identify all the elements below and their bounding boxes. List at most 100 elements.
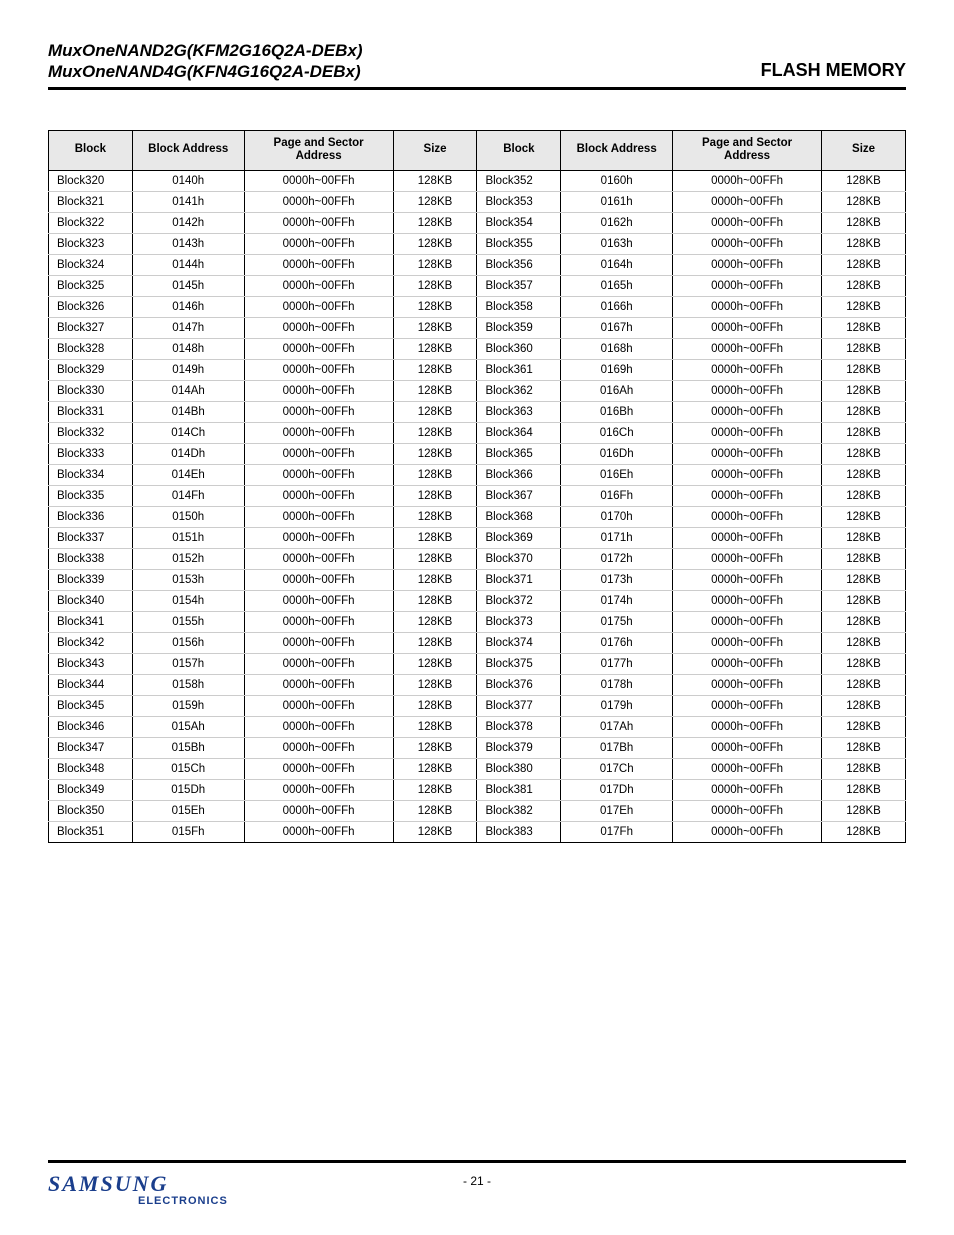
table-cell: 0171h — [561, 528, 673, 549]
table-cell: Block343 — [49, 654, 133, 675]
table-cell: 0179h — [561, 696, 673, 717]
table-cell: 0000h~00FFh — [244, 654, 393, 675]
table-cell: Block368 — [477, 507, 561, 528]
table-cell: Block332 — [49, 423, 133, 444]
table-cell: 0000h~00FFh — [673, 192, 822, 213]
table-cell: 128KB — [393, 507, 477, 528]
table-cell: Block370 — [477, 549, 561, 570]
column-header: Page and SectorAddress — [673, 130, 822, 171]
table-cell: 014Fh — [132, 486, 244, 507]
table-cell: Block347 — [49, 738, 133, 759]
table-cell: 0000h~00FFh — [244, 234, 393, 255]
table-cell: 128KB — [393, 255, 477, 276]
table-cell: 015Eh — [132, 801, 244, 822]
table-row: Block3220142h0000h~00FFh128KBBlock354016… — [49, 213, 906, 234]
table-cell: Block325 — [49, 276, 133, 297]
table-cell: 0175h — [561, 612, 673, 633]
table-cell: 0000h~00FFh — [673, 759, 822, 780]
table-cell: 0159h — [132, 696, 244, 717]
table-cell: Block349 — [49, 780, 133, 801]
table-cell: 128KB — [393, 591, 477, 612]
table-cell: 128KB — [822, 402, 906, 423]
table-cell: 0000h~00FFh — [244, 402, 393, 423]
table-row: Block3430157h0000h~00FFh128KBBlock375017… — [49, 654, 906, 675]
table-cell: Block358 — [477, 297, 561, 318]
table-cell: Block357 — [477, 276, 561, 297]
table-cell: Block380 — [477, 759, 561, 780]
table-cell: 0156h — [132, 633, 244, 654]
table-cell: 0000h~00FFh — [673, 297, 822, 318]
table-row: Block346015Ah0000h~00FFh128KBBlock378017… — [49, 717, 906, 738]
table-cell: Block326 — [49, 297, 133, 318]
table-cell: 128KB — [822, 696, 906, 717]
table-cell: 128KB — [393, 801, 477, 822]
table-cell: 0000h~00FFh — [244, 612, 393, 633]
table-cell: 017Eh — [561, 801, 673, 822]
table-cell: 128KB — [393, 402, 477, 423]
table-cell: 0178h — [561, 675, 673, 696]
table-cell: 0153h — [132, 570, 244, 591]
table-cell: 128KB — [822, 507, 906, 528]
table-cell: 128KB — [393, 423, 477, 444]
table-row: Block348015Ch0000h~00FFh128KBBlock380017… — [49, 759, 906, 780]
table-cell: Block378 — [477, 717, 561, 738]
table-cell: 0000h~00FFh — [244, 633, 393, 654]
table-cell: 0000h~00FFh — [244, 360, 393, 381]
table-cell: 0000h~00FFh — [244, 759, 393, 780]
table-cell: 0143h — [132, 234, 244, 255]
table-cell: 128KB — [822, 444, 906, 465]
column-header: Page and SectorAddress — [244, 130, 393, 171]
table-cell: 128KB — [393, 549, 477, 570]
table-cell: 016Ch — [561, 423, 673, 444]
table-cell: 128KB — [822, 570, 906, 591]
table-row: Block330014Ah0000h~00FFh128KBBlock362016… — [49, 381, 906, 402]
table-cell: 015Fh — [132, 822, 244, 843]
table-cell: Block376 — [477, 675, 561, 696]
table-cell: 128KB — [393, 696, 477, 717]
table-cell: Block383 — [477, 822, 561, 843]
table-cell: 0000h~00FFh — [673, 549, 822, 570]
header-line1: MuxOneNAND2G(KFM2G16Q2A-DEBx) — [48, 40, 363, 61]
table-cell: 0000h~00FFh — [673, 423, 822, 444]
table-cell: 128KB — [822, 780, 906, 801]
column-header: Size — [822, 130, 906, 171]
table-cell: 0150h — [132, 507, 244, 528]
table-cell: 0176h — [561, 633, 673, 654]
page-footer: SAMSUNG ELECTRONICS - 21 - — [48, 1160, 906, 1207]
table-cell: Block382 — [477, 801, 561, 822]
table-cell: Block367 — [477, 486, 561, 507]
table-cell: 128KB — [822, 738, 906, 759]
table-cell: 0000h~00FFh — [244, 444, 393, 465]
header-line2: MuxOneNAND4G(KFN4G16Q2A-DEBx) — [48, 61, 363, 82]
table-cell: 0147h — [132, 318, 244, 339]
table-cell: Block329 — [49, 360, 133, 381]
table-row: Block351015Fh0000h~00FFh128KBBlock383017… — [49, 822, 906, 843]
table-cell: 0000h~00FFh — [673, 402, 822, 423]
table-row: Block3240144h0000h~00FFh128KBBlock356016… — [49, 255, 906, 276]
table-cell: Block371 — [477, 570, 561, 591]
table-cell: 0145h — [132, 276, 244, 297]
table-cell: Block355 — [477, 234, 561, 255]
table-cell: 128KB — [822, 276, 906, 297]
table-cell: 016Ah — [561, 381, 673, 402]
table-cell: 128KB — [393, 339, 477, 360]
table-cell: Block340 — [49, 591, 133, 612]
table-cell: 0146h — [132, 297, 244, 318]
table-row: Block3230143h0000h~00FFh128KBBlock355016… — [49, 234, 906, 255]
table-cell: Block375 — [477, 654, 561, 675]
table-cell: 128KB — [393, 759, 477, 780]
table-cell: 128KB — [822, 591, 906, 612]
table-row: Block3420156h0000h~00FFh128KBBlock374017… — [49, 633, 906, 654]
table-cell: 128KB — [393, 570, 477, 591]
table-cell: 128KB — [393, 780, 477, 801]
table-cell: Block346 — [49, 717, 133, 738]
table-cell: 0000h~00FFh — [244, 780, 393, 801]
table-cell: 0000h~00FFh — [244, 276, 393, 297]
table-cell: 0000h~00FFh — [673, 318, 822, 339]
table-cell: 014Ch — [132, 423, 244, 444]
table-cell: 0000h~00FFh — [673, 822, 822, 843]
table-cell: 128KB — [393, 822, 477, 843]
table-cell: 0000h~00FFh — [244, 171, 393, 192]
table-cell: Block359 — [477, 318, 561, 339]
table-cell: 0000h~00FFh — [673, 234, 822, 255]
